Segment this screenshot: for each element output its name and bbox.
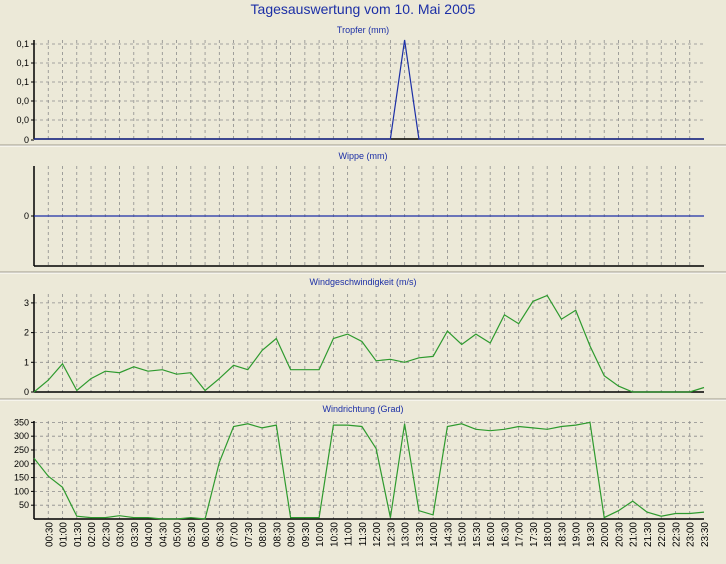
y-tick-label: 3 — [24, 298, 29, 308]
x-tick-label: 23:30 — [700, 522, 711, 547]
x-tick-label: 15:00 — [458, 522, 469, 547]
x-tick-label: 22:30 — [671, 522, 682, 547]
x-tick-label: 15:30 — [472, 522, 483, 547]
chart-title: Windrichtung (Grad) — [322, 404, 403, 414]
y-tick-label: 150 — [14, 473, 29, 483]
x-tick-label: 01:00 — [59, 522, 70, 547]
x-tick-label: 14:30 — [443, 522, 454, 547]
x-tick-label: 03:00 — [116, 522, 127, 547]
x-tick-label: 16:30 — [500, 522, 511, 547]
series-line — [33, 421, 705, 520]
y-tick-label: 0,1 — [16, 58, 29, 68]
x-tick-label: 19:00 — [572, 522, 583, 547]
x-tick-label: 13:30 — [415, 522, 426, 547]
x-tick-label: 21:00 — [629, 522, 640, 547]
x-tick-label: 05:00 — [173, 522, 184, 547]
y-tick-label: 2 — [24, 328, 29, 338]
x-tick-label: 16:00 — [486, 522, 497, 547]
series-line — [33, 294, 705, 393]
x-tick-label: 09:00 — [287, 522, 298, 547]
x-tick-label: 02:00 — [87, 522, 98, 547]
series-line — [34, 39, 704, 140]
x-tick-label: 00:30 — [44, 522, 55, 547]
x-tick-label: 11:30 — [358, 522, 369, 547]
x-tick-label: 23:00 — [686, 522, 697, 547]
x-tick-label: 04:00 — [144, 522, 155, 547]
x-tick-label: 17:00 — [515, 522, 526, 547]
y-tick-label: 0 — [24, 211, 29, 221]
x-tick-label: 20:30 — [614, 522, 625, 547]
x-tick-label: 22:00 — [657, 522, 668, 547]
x-tick-label: 18:30 — [557, 522, 568, 547]
x-tick-label: 03:30 — [130, 522, 141, 547]
x-tick-label: 14:00 — [429, 522, 440, 547]
chart-title: Wippe (mm) — [339, 151, 388, 161]
y-tick-label: 0,0 — [16, 115, 29, 125]
page-title: Tagesauswertung vom 10. Mai 2005 — [250, 1, 476, 17]
x-tick-label: 06:00 — [201, 522, 212, 547]
y-tick-label: 300 — [14, 431, 29, 441]
x-tick-label: 01:30 — [73, 522, 84, 547]
y-tick-label: 0,1 — [16, 39, 29, 49]
chart-title: Windgeschwindigkeit (m/s) — [309, 277, 416, 287]
y-tick-label: 0 — [24, 135, 29, 145]
x-tick-label: 08:30 — [272, 522, 283, 547]
x-tick-label: 02:30 — [101, 522, 112, 547]
y-tick-label: 200 — [14, 459, 29, 469]
x-tick-label: 13:00 — [401, 522, 412, 547]
x-tick-label: 06:30 — [215, 522, 226, 547]
x-tick-label: 07:00 — [230, 522, 241, 547]
y-tick-label: 0 — [24, 387, 29, 397]
x-tick-label: 11:00 — [344, 522, 355, 547]
y-tick-label: 50 — [19, 500, 29, 510]
y-tick-label: 350 — [14, 417, 29, 427]
x-tick-label: 12:30 — [386, 522, 397, 547]
x-tick-label: 10:00 — [315, 522, 326, 547]
x-tick-label: 09:30 — [301, 522, 312, 547]
x-tick-label: 18:00 — [543, 522, 554, 547]
x-tick-label: 21:30 — [643, 522, 654, 547]
x-tick-label: 04:30 — [158, 522, 169, 547]
x-tick-label: 07:30 — [244, 522, 255, 547]
x-tick-label: 08:00 — [258, 522, 269, 547]
y-tick-label: 0,0 — [16, 96, 29, 106]
x-tick-label: 20:00 — [600, 522, 611, 547]
y-tick-label: 0,1 — [16, 77, 29, 87]
y-tick-label: 1 — [24, 357, 29, 367]
x-tick-label: 05:30 — [187, 522, 198, 547]
y-tick-label: 100 — [14, 486, 29, 496]
x-tick-label: 17:30 — [529, 522, 540, 547]
y-tick-label: 250 — [14, 445, 29, 455]
x-tick-label: 10:30 — [329, 522, 340, 547]
x-tick-label: 12:00 — [372, 522, 383, 547]
x-tick-label: 19:30 — [586, 522, 597, 547]
chart-title: Tropfer (mm) — [337, 25, 389, 35]
